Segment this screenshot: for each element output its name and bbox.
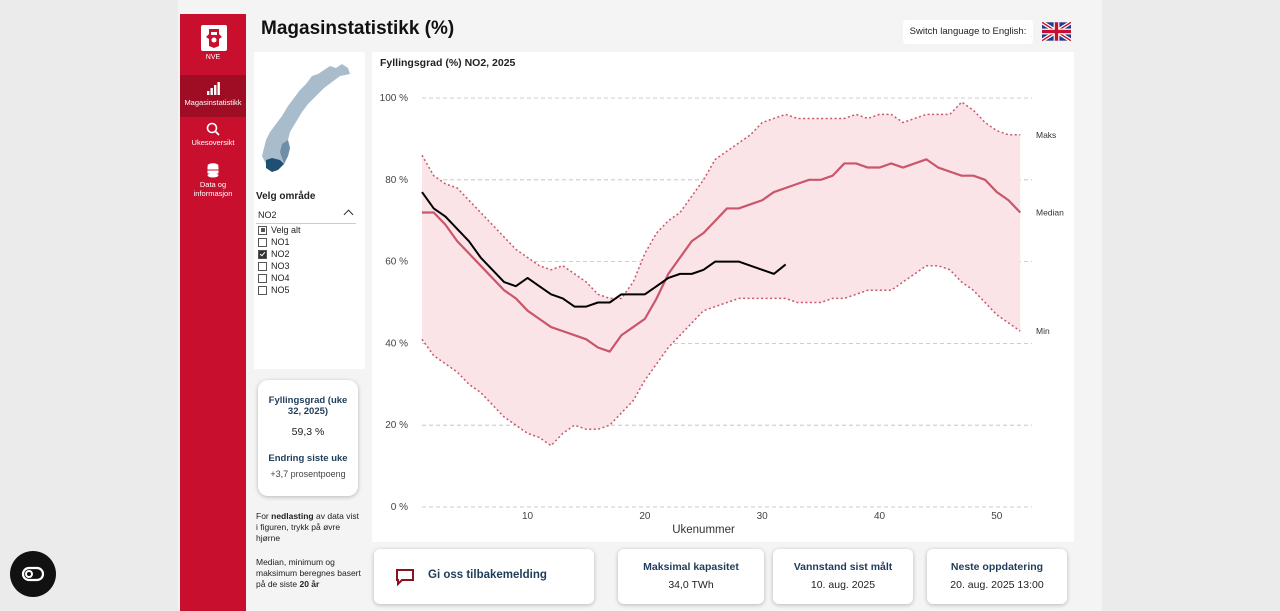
option-velg-alt[interactable]: Velg alt	[256, 224, 356, 236]
logo-text: NVE	[205, 54, 221, 61]
chart-panel: Fyllingsgrad (%) NO2, 2025 0 % 20 % 40 % 60…	[372, 52, 1074, 542]
area-selector-title: Velg område	[256, 191, 316, 202]
water-level-value: 10. aug. 2025	[810, 579, 876, 591]
option-label: NO5	[271, 285, 290, 295]
nve-logo[interactable]	[201, 25, 227, 51]
area-panel: Velg område NO2 Velg alt NO1 NO2 NO3 NO4…	[254, 52, 365, 369]
sidebar: NVE Magasinstatistikk Ukesoversikt	[180, 14, 246, 611]
series-2025-line	[421, 191, 787, 308]
accessibility-icon	[21, 566, 45, 582]
capacity-card: Maksimal kapasitet 34,0 TWh	[618, 549, 764, 604]
x-axis-label: Ukenummer	[672, 524, 735, 536]
page: NVE Magasinstatistikk Ukesoversikt	[178, 0, 1102, 611]
next-update-card: Neste oppdatering 20. aug. 2025 13:00	[927, 549, 1067, 604]
checkbox[interactable]	[258, 237, 267, 247]
median-note: Median, minimum og maksimum beregnes bas…	[256, 557, 361, 589]
series-median-line	[422, 158, 1022, 353]
change-kpi-value: +3,7 prosentpoeng	[270, 469, 346, 479]
area-selected-value: NO2	[258, 210, 277, 220]
series-label-maks: Maks	[1036, 130, 1056, 140]
fill-kpi-card: Fyllingsgrad (uke 32, 2025) 59,3 % Endri…	[258, 380, 358, 496]
option-no4[interactable]: NO4	[256, 272, 356, 284]
option-label: NO2	[271, 249, 290, 259]
series-label-median: Median	[1036, 208, 1064, 218]
language-switch-label: Switch language to English:	[903, 20, 1033, 44]
option-no3[interactable]: NO3	[256, 260, 356, 272]
option-label: Velg alt	[271, 225, 301, 235]
option-label: NO4	[271, 273, 290, 283]
checkbox[interactable]	[258, 249, 267, 259]
norway-map[interactable]	[258, 60, 354, 182]
y-tick-label: 80 %	[385, 175, 408, 186]
next-update-title: Neste oppdatering	[950, 561, 1044, 573]
option-no2[interactable]: NO2	[256, 248, 356, 260]
sidebar-item-label: Ukesoversikt	[191, 138, 235, 147]
bar-chart-icon	[207, 82, 220, 95]
option-label: NO3	[271, 261, 290, 271]
y-tick-label: 100 %	[380, 93, 408, 104]
capacity-value: 34,0 TWh	[668, 579, 714, 591]
option-label: NO1	[271, 237, 290, 247]
next-update-value: 20. aug. 2025 13:00	[950, 579, 1044, 591]
option-no5[interactable]: NO5	[256, 284, 356, 296]
lion-crest-icon	[206, 29, 222, 48]
fill-kpi-title: Fyllingsgrad (uke 32, 2025)	[268, 395, 348, 417]
checkbox[interactable]	[258, 261, 267, 271]
feedback-label: Gi oss tilbakemelding	[428, 569, 547, 581]
y-tick-label: 0 %	[391, 502, 408, 513]
page-title: Magasinstatistikk (%)	[261, 18, 455, 39]
download-note: For nedlasting av data vist i figuren, t…	[256, 511, 359, 543]
accessibility-button[interactable]	[10, 551, 56, 597]
sidebar-item-data[interactable]: Data og informasjon	[180, 163, 246, 205]
capacity-title: Maksimal kapasitet	[643, 561, 739, 573]
option-no1[interactable]: NO1	[256, 236, 356, 248]
chart-title: Fyllingsgrad (%) NO2, 2025	[380, 57, 516, 69]
series-label-min: Min	[1036, 326, 1050, 336]
speech-bubble-icon	[396, 569, 414, 586]
sidebar-item-magasinstatistikk[interactable]: Magasinstatistikk	[180, 75, 246, 117]
x-tick-label: 30	[757, 511, 769, 522]
feedback-button[interactable]: Gi oss tilbakemelding	[374, 549, 594, 604]
checkbox[interactable]	[258, 273, 267, 283]
series-maks-line	[421, 101, 1021, 300]
checkbox[interactable]	[258, 225, 267, 235]
area-dropdown[interactable]: NO2	[256, 207, 356, 224]
y-tick-label: 60 %	[385, 257, 408, 268]
x-tick-label: 50	[991, 511, 1003, 522]
sidebar-item-ukesoversikt[interactable]: Ukesoversikt	[180, 122, 246, 162]
checkbox[interactable]	[258, 285, 267, 295]
x-tick-label: 40	[874, 511, 886, 522]
fill-chart[interactable]: 0 % 20 % 40 % 60 % 80 % 100 % 10 20 30 40 50 Ukenum…	[372, 52, 1074, 542]
min-max-band	[422, 102, 1021, 446]
database-icon	[207, 163, 219, 178]
change-kpi-title: Endring siste uke	[268, 453, 348, 464]
chevron-up-icon	[343, 209, 354, 220]
x-tick-label: 20	[639, 511, 651, 522]
notes: For nedlasting av data vist i figuren, t…	[256, 511, 362, 590]
x-tick-label: 10	[522, 511, 534, 522]
area-slicer: NO2 Velg alt NO1 NO2 NO3 NO4 NO5	[256, 207, 356, 367]
water-level-title: Vannstand sist målt	[793, 561, 893, 573]
sidebar-item-label: Data og informasjon	[193, 180, 233, 198]
y-tick-label: 40 %	[385, 338, 408, 349]
y-tick-label: 20 %	[385, 420, 408, 431]
water-level-card: Vannstand sist målt 10. aug. 2025	[773, 549, 913, 604]
uk-flag-icon[interactable]	[1042, 22, 1071, 41]
sidebar-item-label: Magasinstatistikk	[184, 98, 242, 107]
fill-kpi-value: 59,3 %	[291, 426, 325, 438]
series-min-line	[421, 264, 1021, 447]
magnifier-icon	[206, 122, 220, 136]
